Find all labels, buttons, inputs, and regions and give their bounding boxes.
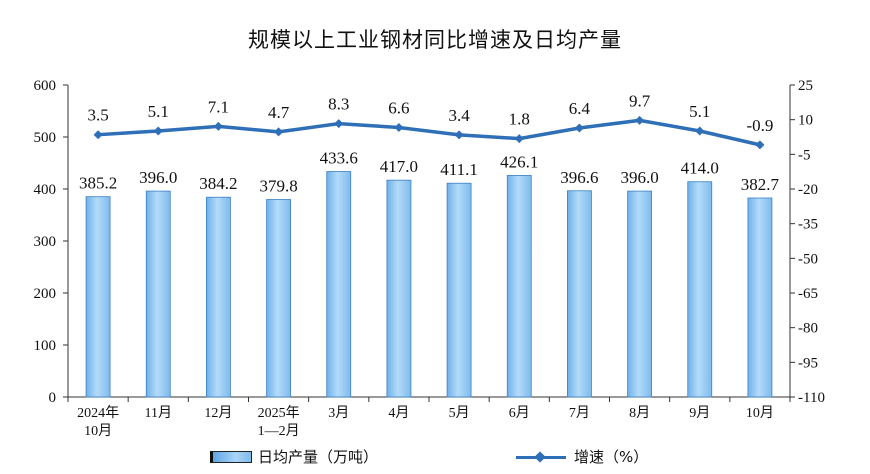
growth-value-label: 1.8 [509, 110, 530, 129]
y-right-tick-label: -80 [798, 321, 818, 337]
growth-point [695, 126, 705, 136]
y-left-tick-label: 0 [49, 390, 57, 406]
growth-line-path [97, 118, 761, 147]
bar [687, 181, 713, 398]
bar-value-label: 433.6 [320, 149, 358, 168]
growth-value-label: 5.1 [148, 102, 169, 121]
growth-value-label: 4.7 [268, 103, 290, 122]
growth-value-label: 7.1 [208, 97, 229, 116]
bar-value-label: 385.2 [79, 174, 117, 193]
y-right-tick-label: -35 [798, 217, 818, 233]
growth-value-label: 5.1 [689, 102, 710, 121]
x-tick-label: 6月 [509, 405, 530, 421]
x-tick-label: 8月 [629, 405, 650, 421]
bar [206, 196, 231, 398]
x-tick-label: 7月 [569, 405, 590, 421]
bar-value-label: 417.0 [380, 157, 418, 176]
bar-value-label: 396.6 [560, 168, 598, 187]
bar [446, 182, 472, 398]
bar-value-label: 379.8 [259, 177, 297, 196]
y-left-tick-label: 500 [34, 130, 57, 146]
y-right-tick-label: -65 [798, 286, 818, 302]
labels: 385.2 396.0 384.2 379.8 433.6 417.0 411.1 426.1… [79, 91, 780, 195]
growth-value-label: 3.5 [87, 106, 108, 125]
growth-point [274, 127, 284, 137]
x-tick-label: 4月 [388, 405, 409, 421]
y-right-tick-label: -20 [798, 182, 818, 198]
growth-value-label: 6.6 [388, 99, 409, 118]
legend-bar-swatch [210, 450, 252, 463]
x-tick-label: 2024年 [77, 405, 119, 421]
x-tick-label: 3月 [328, 405, 349, 421]
growth-point [153, 126, 163, 136]
bars [85, 171, 773, 398]
bar-value-label: 384.2 [199, 174, 237, 193]
bar-value-label: 396.0 [139, 168, 177, 187]
y-right-tick-label: -5 [798, 147, 811, 163]
y-right-tick-label: -50 [798, 251, 818, 267]
bar [145, 190, 171, 398]
y-right-tick-label: 10 [798, 113, 813, 129]
chart-title: 规模以上工业钢材同比增速及日均产量 [248, 28, 622, 52]
x-tick-label: 12月 [204, 405, 232, 421]
growth-point [213, 121, 223, 131]
y-left-tick-label: 200 [34, 286, 57, 302]
growth-point [454, 130, 464, 140]
bar-value-label: 426.1 [500, 152, 538, 171]
x-tick-label: 11月 [145, 405, 172, 421]
x-tick-label: 10月 [746, 405, 774, 421]
growth-value-label: -0.9 [746, 116, 773, 135]
bar [627, 190, 652, 398]
growth-point [334, 119, 344, 129]
growth-value-label: 8.3 [328, 95, 349, 114]
bar [85, 196, 111, 398]
bar-value-label: 411.1 [440, 160, 478, 179]
y-left-tick-label: 100 [34, 338, 57, 354]
growth-value-label: 9.7 [629, 91, 651, 110]
x-tick-label: 2025年 [258, 405, 300, 421]
y-right-tick-label: -95 [798, 355, 818, 371]
growth-point [93, 130, 103, 140]
bar-value-label: 414.0 [681, 159, 719, 178]
legend-line-swatch [516, 450, 566, 463]
x-tick-label: 1—2月 [258, 423, 300, 439]
growth-point [635, 115, 645, 125]
bar [326, 171, 352, 398]
x-tick-label: 10月 [84, 423, 112, 439]
growth-point [514, 134, 524, 144]
growth-value-label: 6.4 [569, 99, 591, 118]
growth-point [574, 123, 584, 133]
legend-bar-label: 日均产量（万吨） [258, 448, 379, 466]
growth-line [93, 115, 765, 150]
bar-value-label: 396.0 [620, 168, 658, 187]
bar [386, 179, 412, 398]
y-right-tick-label: 25 [798, 78, 813, 94]
y-left-tick-label: 300 [34, 234, 57, 250]
bar [747, 197, 773, 398]
x-tick-label: 9月 [689, 405, 710, 421]
y-left-tick-label: 600 [34, 78, 57, 94]
legend-item-line: 增速（%） [516, 446, 648, 467]
axes: 0 100 200 300 400 500 600 25 10 -5 -20 -35 -50 -65 -80… [34, 78, 825, 439]
bar [567, 190, 592, 398]
bar-value-label: 382.7 [741, 175, 780, 194]
y-left-tick-label: 400 [34, 182, 57, 198]
y-right-tick-label: -110 [798, 390, 825, 406]
bar [266, 199, 291, 398]
x-tick-label: 5月 [449, 405, 470, 421]
legend-line-label: 增速（%） [574, 448, 649, 466]
bar [506, 175, 532, 398]
growth-point [394, 123, 404, 133]
growth-value-label: 3.4 [448, 106, 470, 125]
legend-item-bar: 日均产量（万吨） [210, 446, 378, 467]
growth-point [755, 140, 765, 150]
